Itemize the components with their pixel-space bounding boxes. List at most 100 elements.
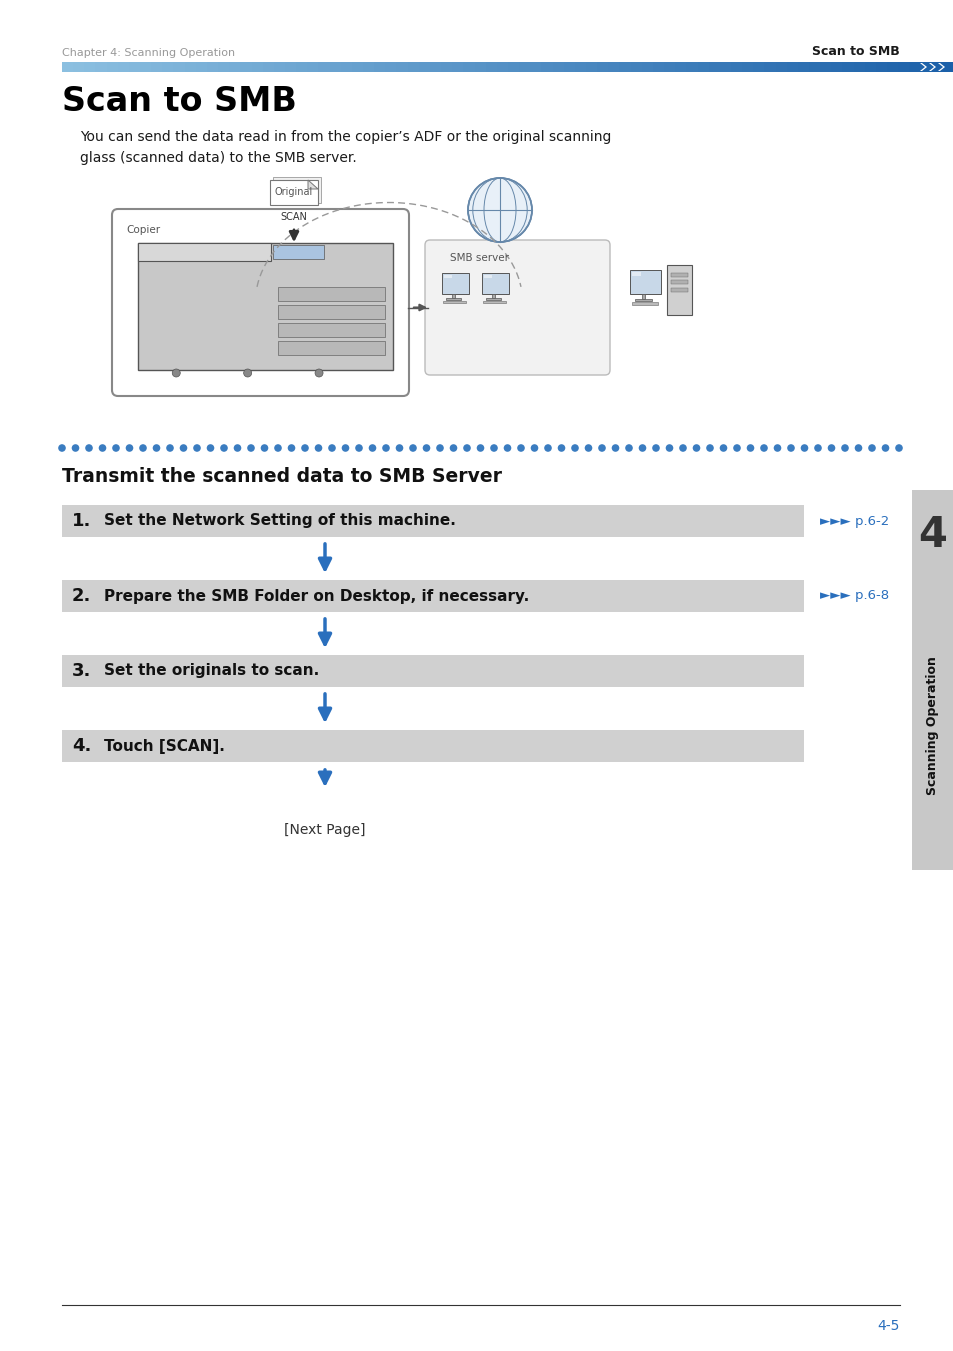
Circle shape: [328, 444, 335, 451]
Bar: [629, 270, 660, 295]
Bar: [485, 62, 497, 72]
Polygon shape: [928, 63, 935, 72]
Circle shape: [517, 444, 524, 451]
Bar: [631, 272, 640, 276]
Circle shape: [584, 444, 592, 451]
Bar: [886, 62, 898, 72]
Bar: [474, 62, 485, 72]
Circle shape: [314, 444, 322, 451]
Bar: [720, 62, 730, 72]
Bar: [875, 62, 886, 72]
Circle shape: [558, 444, 565, 451]
Text: Scanning Operation: Scanning Operation: [925, 657, 939, 794]
Bar: [443, 276, 452, 278]
Bar: [863, 62, 875, 72]
Bar: [129, 62, 140, 72]
Circle shape: [112, 444, 120, 451]
Bar: [407, 62, 418, 72]
Text: 4-5: 4-5: [877, 1319, 899, 1333]
Circle shape: [867, 444, 875, 451]
Polygon shape: [308, 180, 317, 189]
Bar: [641, 62, 652, 72]
Bar: [518, 62, 530, 72]
Bar: [666, 265, 691, 315]
Text: 4.: 4.: [71, 738, 91, 755]
Text: Transmit the scanned data to SMB Server: Transmit the scanned data to SMB Server: [62, 467, 501, 486]
Bar: [730, 62, 741, 72]
Circle shape: [341, 444, 349, 451]
Bar: [445, 299, 460, 300]
Circle shape: [841, 444, 848, 451]
Bar: [608, 62, 618, 72]
Text: 3.: 3.: [71, 662, 91, 680]
Bar: [62, 62, 73, 72]
Circle shape: [179, 444, 187, 451]
Circle shape: [98, 444, 106, 451]
Bar: [931, 62, 942, 72]
Text: Set the Network Setting of this machine.: Set the Network Setting of this machine.: [104, 513, 456, 528]
Text: ►►► p.6-8: ►►► p.6-8: [820, 589, 888, 603]
Circle shape: [530, 444, 537, 451]
Bar: [363, 62, 374, 72]
Bar: [452, 62, 463, 72]
Bar: [763, 62, 775, 72]
Circle shape: [463, 444, 471, 451]
Circle shape: [274, 444, 281, 451]
Bar: [62, 580, 803, 612]
Circle shape: [193, 444, 200, 451]
Bar: [618, 62, 630, 72]
Bar: [274, 62, 285, 72]
Text: 4: 4: [918, 513, 946, 557]
Circle shape: [152, 444, 160, 451]
Bar: [295, 62, 307, 72]
Bar: [908, 62, 920, 72]
Bar: [195, 62, 207, 72]
Circle shape: [260, 444, 268, 451]
Circle shape: [166, 444, 173, 451]
Bar: [597, 62, 608, 72]
Bar: [84, 62, 95, 72]
Bar: [585, 62, 597, 72]
Bar: [307, 62, 318, 72]
Bar: [481, 273, 508, 295]
FancyBboxPatch shape: [112, 209, 409, 396]
Bar: [62, 730, 803, 762]
Circle shape: [247, 444, 254, 451]
Circle shape: [368, 444, 375, 451]
Bar: [630, 62, 641, 72]
Bar: [507, 62, 518, 72]
Circle shape: [139, 444, 147, 451]
Bar: [575, 62, 585, 72]
Bar: [530, 62, 541, 72]
Bar: [631, 301, 657, 305]
Bar: [352, 62, 363, 72]
Bar: [240, 62, 252, 72]
Bar: [218, 62, 229, 72]
Text: Scan to SMB: Scan to SMB: [811, 45, 899, 58]
FancyBboxPatch shape: [270, 209, 317, 226]
Circle shape: [786, 444, 794, 451]
Bar: [492, 295, 495, 299]
Text: Original: Original: [274, 186, 313, 197]
Circle shape: [638, 444, 645, 451]
Bar: [497, 62, 507, 72]
Bar: [911, 490, 953, 870]
Bar: [841, 62, 853, 72]
Bar: [418, 62, 430, 72]
Circle shape: [220, 444, 228, 451]
Bar: [185, 62, 195, 72]
Bar: [285, 62, 295, 72]
Bar: [452, 295, 455, 299]
Bar: [162, 62, 173, 72]
Bar: [252, 62, 262, 72]
Text: Chapter 4: Scanning Operation: Chapter 4: Scanning Operation: [62, 49, 234, 58]
Circle shape: [490, 444, 497, 451]
Bar: [73, 62, 84, 72]
Bar: [483, 300, 505, 303]
Bar: [440, 62, 452, 72]
Text: SCAN: SCAN: [280, 212, 307, 222]
Bar: [278, 305, 385, 319]
Polygon shape: [273, 177, 320, 203]
Bar: [207, 62, 218, 72]
Circle shape: [813, 444, 821, 451]
